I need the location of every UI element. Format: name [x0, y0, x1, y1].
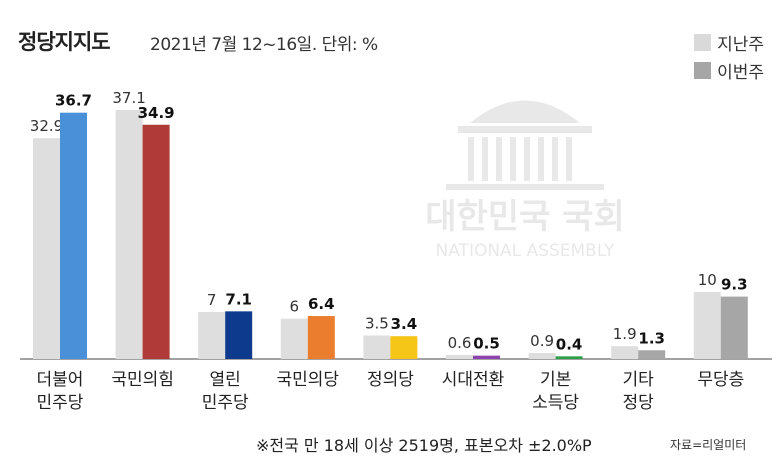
bar-last-week-5 [446, 354, 473, 359]
category-label-7-0: 기타 [623, 370, 655, 390]
bar-last-week-2 [198, 312, 226, 359]
footnote: ※전국 만 18세 이상 2519명, 표본오차 ±2.0%P [256, 436, 592, 455]
bar-this-week-0 [60, 112, 87, 360]
value-label-last-week-0: 32.9 [30, 117, 63, 135]
bar-last-week-0 [33, 138, 60, 359]
value-label-last-week-8: 10 [698, 271, 717, 289]
value-label-this-week-3: 6.4 [308, 295, 335, 313]
category-label-2-1: 민주당 [202, 393, 249, 413]
legend-swatch-last-week [694, 33, 712, 51]
value-label-this-week-7: 1.3 [638, 329, 665, 347]
value-label-last-week-2: 7 [207, 291, 217, 309]
legend-swatch-this-week [694, 61, 712, 79]
bar-last-week-8 [693, 291, 721, 359]
value-label-this-week-8: 9.3 [721, 276, 748, 294]
chart-subtitle: 2021년 7월 12~16일. 단위: % [150, 35, 378, 55]
bar-this-week-7 [638, 350, 666, 359]
bars-group: 32.9 36.7 37.134.9 7 7.1 6 6.4 3.5 3.4 0.6 0.5 0.9 0… [30, 89, 748, 360]
value-label-this-week-2: 7.1 [225, 290, 252, 308]
value-label-last-week-6: 0.9 [530, 332, 554, 350]
bar-this-week-3 [307, 316, 335, 359]
bar-this-week-8 [720, 296, 748, 359]
legend: 지난주 이번주 [694, 28, 764, 84]
bar-last-week-3 [280, 318, 308, 359]
bar-this-week-1 [142, 124, 170, 359]
category-label-3-0: 국민의당 [277, 370, 340, 390]
legend-item-this-week: 이번주 [694, 56, 764, 84]
bar-last-week-7 [611, 346, 639, 359]
legend-label-last-week: 지난주 [717, 34, 764, 55]
value-label-last-week-3: 6 [290, 298, 300, 316]
value-label-this-week-0: 36.7 [55, 92, 92, 110]
category-label-6-1: 소득당 [532, 393, 579, 413]
source-credit: 자료=리얼미터 [670, 438, 747, 452]
value-label-last-week-5: 0.6 [448, 334, 472, 352]
legend-item-last-week: 지난주 [694, 28, 764, 56]
bar-last-week-6 [528, 352, 556, 359]
category-label-1-0: 국민의힘 [111, 370, 174, 390]
value-label-last-week-1: 37.1 [112, 89, 145, 107]
category-label-0-0: 더불어 [37, 370, 84, 390]
value-label-this-week-6: 0.4 [556, 335, 583, 353]
category-label-0-1: 민주당 [37, 393, 84, 413]
category-label-2-0: 열린 [210, 370, 241, 390]
bar-this-week-4 [390, 336, 418, 359]
value-label-this-week-4: 3.4 [391, 315, 418, 333]
bar-last-week-1 [115, 110, 143, 359]
bar-this-week-2 [225, 311, 253, 359]
legend-label-this-week: 이번주 [717, 62, 764, 83]
value-label-this-week-1: 34.9 [138, 104, 175, 122]
bar-last-week-4 [363, 335, 391, 359]
category-label-8-0: 무당층 [697, 370, 744, 390]
category-label-5-0: 시대전환 [442, 370, 505, 390]
national-assembly-watermark: 대한민국 국회 NATIONAL ASSEMBLY [425, 100, 625, 261]
category-label-6-0: 기본 [540, 370, 571, 390]
watermark-english: NATIONAL ASSEMBLY [436, 241, 616, 261]
category-label-4-0: 정의당 [367, 370, 414, 390]
value-label-last-week-4: 3.5 [365, 315, 389, 333]
value-label-this-week-5: 0.5 [473, 335, 500, 353]
value-label-last-week-7: 1.9 [613, 325, 637, 343]
category-label-7-1: 정당 [623, 393, 655, 413]
bar-this-week-6 [555, 356, 583, 359]
chart-title: 정당지지도 [18, 30, 111, 54]
watermark-korean: 대한민국 국회 [425, 197, 625, 237]
bar-this-week-5 [473, 355, 500, 359]
